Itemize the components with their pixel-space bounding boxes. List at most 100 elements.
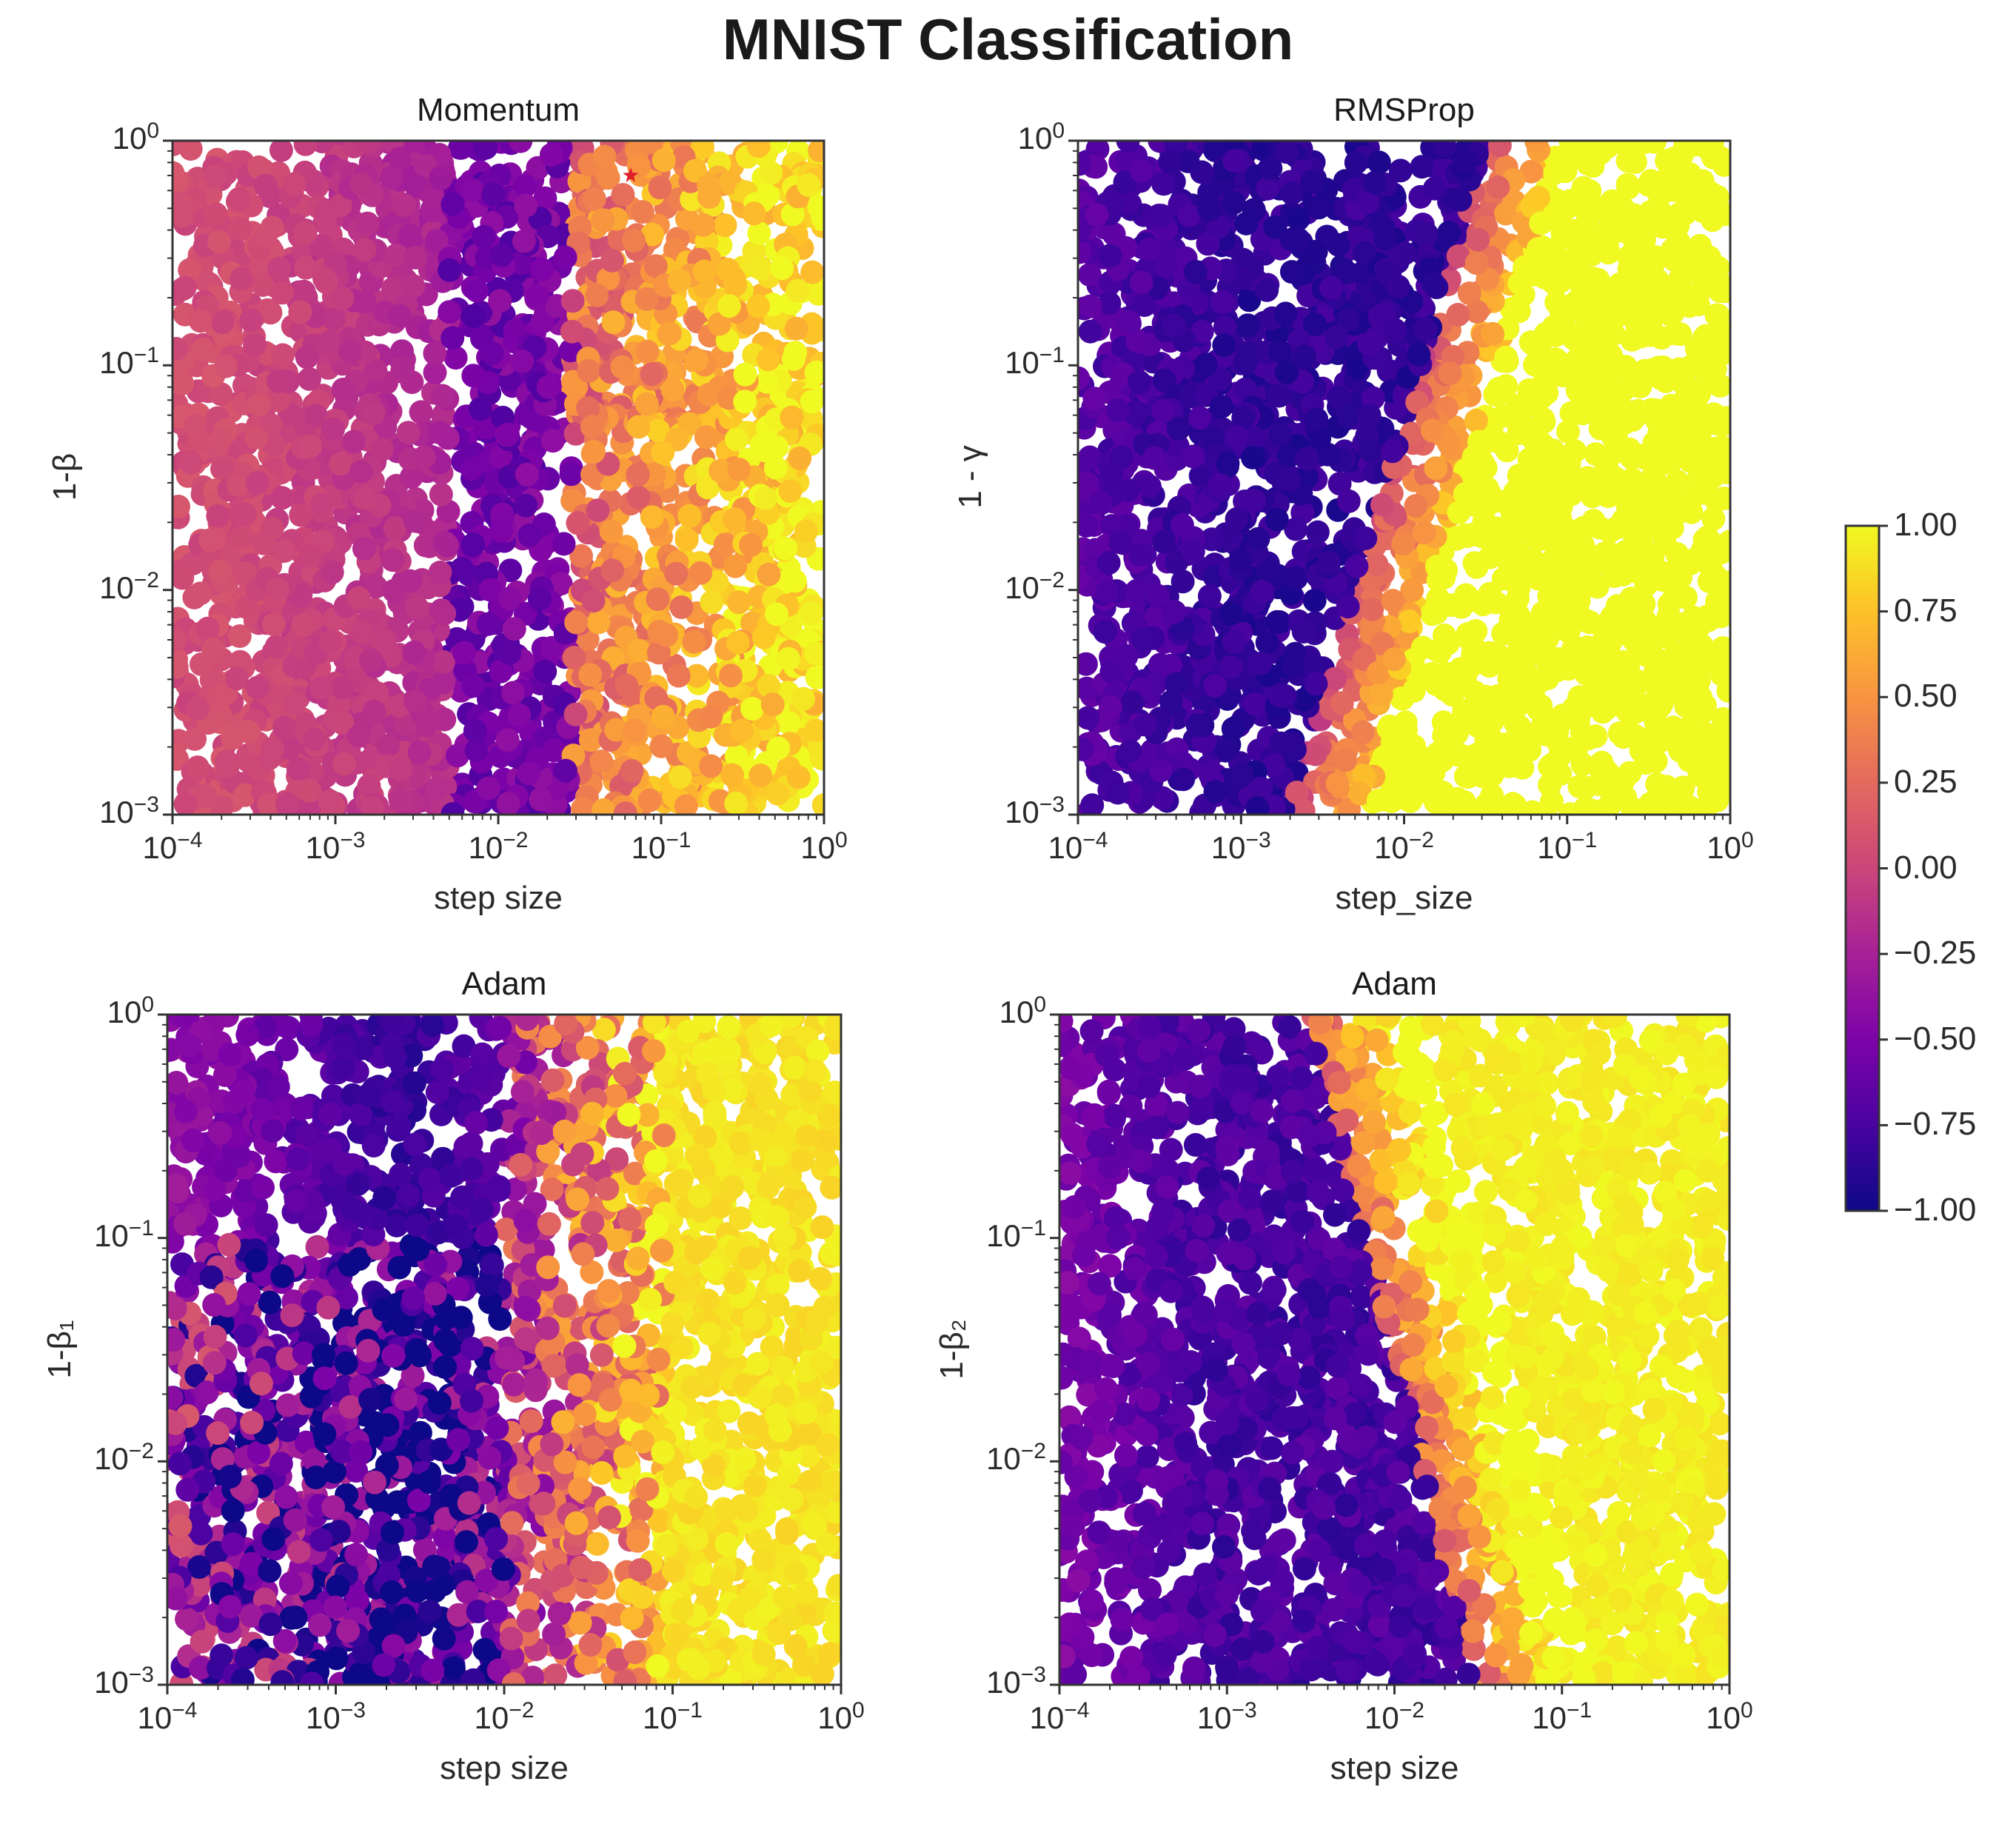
scatter-point	[1097, 291, 1122, 315]
scatter-point	[370, 629, 395, 653]
scatter-point	[399, 465, 423, 490]
scatter-point	[1632, 608, 1657, 632]
scatter-point	[503, 318, 527, 343]
scatter-point	[409, 400, 433, 424]
scatter-point	[1117, 310, 1142, 335]
scatter-point	[1389, 686, 1413, 710]
scatter-point	[786, 278, 810, 303]
scatter-point	[811, 206, 824, 230]
scatter-point	[502, 617, 526, 641]
scatter-point	[1170, 512, 1194, 537]
scatter-point	[1333, 748, 1357, 772]
scatter-point	[559, 462, 583, 487]
scatter-point	[198, 528, 223, 552]
scatter-point	[630, 200, 654, 224]
scatter-point	[757, 674, 781, 698]
scatter-point	[461, 364, 486, 388]
scatter-point	[1352, 241, 1376, 265]
scatter-point	[1268, 423, 1293, 447]
scatter-point	[173, 141, 185, 157]
scatter-point	[1109, 445, 1133, 470]
scatter-point	[589, 749, 614, 774]
scatter-point	[260, 517, 284, 541]
scatter-point	[215, 754, 240, 778]
scatter-point	[1696, 366, 1721, 390]
scatter-point	[423, 361, 447, 385]
scatter-point	[1410, 155, 1434, 179]
scatter-point	[441, 192, 465, 216]
scatter-point	[1336, 595, 1360, 619]
scatter-point	[309, 676, 333, 701]
scatter-point	[173, 337, 189, 361]
scatter-point	[1302, 588, 1327, 612]
scatter-point	[1078, 366, 1091, 390]
scatter-point	[727, 458, 751, 482]
scatter-point	[1464, 409, 1488, 432]
scatter-point	[293, 221, 318, 245]
scatter-point	[799, 601, 823, 626]
scatter-point	[1615, 149, 1640, 173]
scatter-point	[690, 141, 714, 159]
scatter-point	[463, 718, 487, 743]
scatter-point	[423, 341, 447, 366]
scatter-point	[515, 462, 539, 487]
scatter-point	[1624, 538, 1648, 563]
scatter-point	[640, 362, 664, 387]
scatter-point	[269, 141, 293, 162]
scatter-point	[794, 519, 818, 544]
scatter-point	[783, 569, 807, 593]
scatter-point	[330, 711, 355, 735]
scatter-point	[207, 230, 232, 254]
scatter-point	[717, 294, 741, 318]
scatter-point	[626, 638, 651, 663]
scatter-point	[275, 792, 299, 815]
scatter-point	[245, 675, 269, 700]
scatter-point	[668, 765, 692, 789]
scatter-point	[1255, 278, 1279, 302]
scatter-point	[1153, 253, 1178, 278]
scatter-point	[405, 595, 429, 620]
scatter-point	[461, 304, 486, 329]
scatter-point	[346, 724, 371, 748]
scatter-point	[398, 569, 423, 593]
scatter-point	[770, 256, 794, 281]
scatter-point	[415, 708, 440, 732]
scatter-point	[740, 697, 764, 721]
scatter-point	[1436, 631, 1460, 655]
scatter-point	[178, 141, 203, 161]
scatter-point	[1078, 240, 1092, 264]
scatter-point	[1681, 605, 1706, 629]
scatter-point	[751, 625, 776, 649]
scatter-point	[267, 256, 291, 281]
scatter-point	[1213, 315, 1237, 339]
scatter-point	[513, 174, 538, 198]
scatter-point	[488, 289, 512, 313]
scatter-point	[1078, 652, 1098, 676]
scatter-point	[674, 527, 699, 552]
scatter-point	[1265, 609, 1289, 634]
scatter-point	[530, 258, 555, 282]
axis-ticks-panel-1	[163, 139, 826, 824]
scatter-point	[739, 533, 763, 557]
scatter-point	[1093, 620, 1117, 644]
scatter-point	[208, 559, 232, 584]
scatter-point	[509, 141, 533, 153]
scatter-point	[614, 673, 639, 698]
scatter-point	[666, 664, 691, 688]
scatter-point	[713, 213, 737, 238]
scatter-point	[1715, 570, 1730, 595]
scatter-point	[412, 445, 436, 470]
scatter-point	[245, 470, 269, 495]
scatter-point	[353, 487, 378, 510]
scatter-point	[318, 789, 342, 813]
scatter-point	[626, 485, 651, 510]
scatter-point	[1116, 141, 1140, 153]
scatter-point	[432, 601, 457, 626]
scatter-point	[429, 167, 452, 191]
scatter-point	[806, 281, 824, 306]
scatter-point	[578, 728, 603, 752]
scatter-point	[742, 201, 766, 226]
scatter-point	[683, 158, 707, 183]
scatter-point	[472, 224, 496, 249]
scatter-point	[477, 776, 500, 801]
